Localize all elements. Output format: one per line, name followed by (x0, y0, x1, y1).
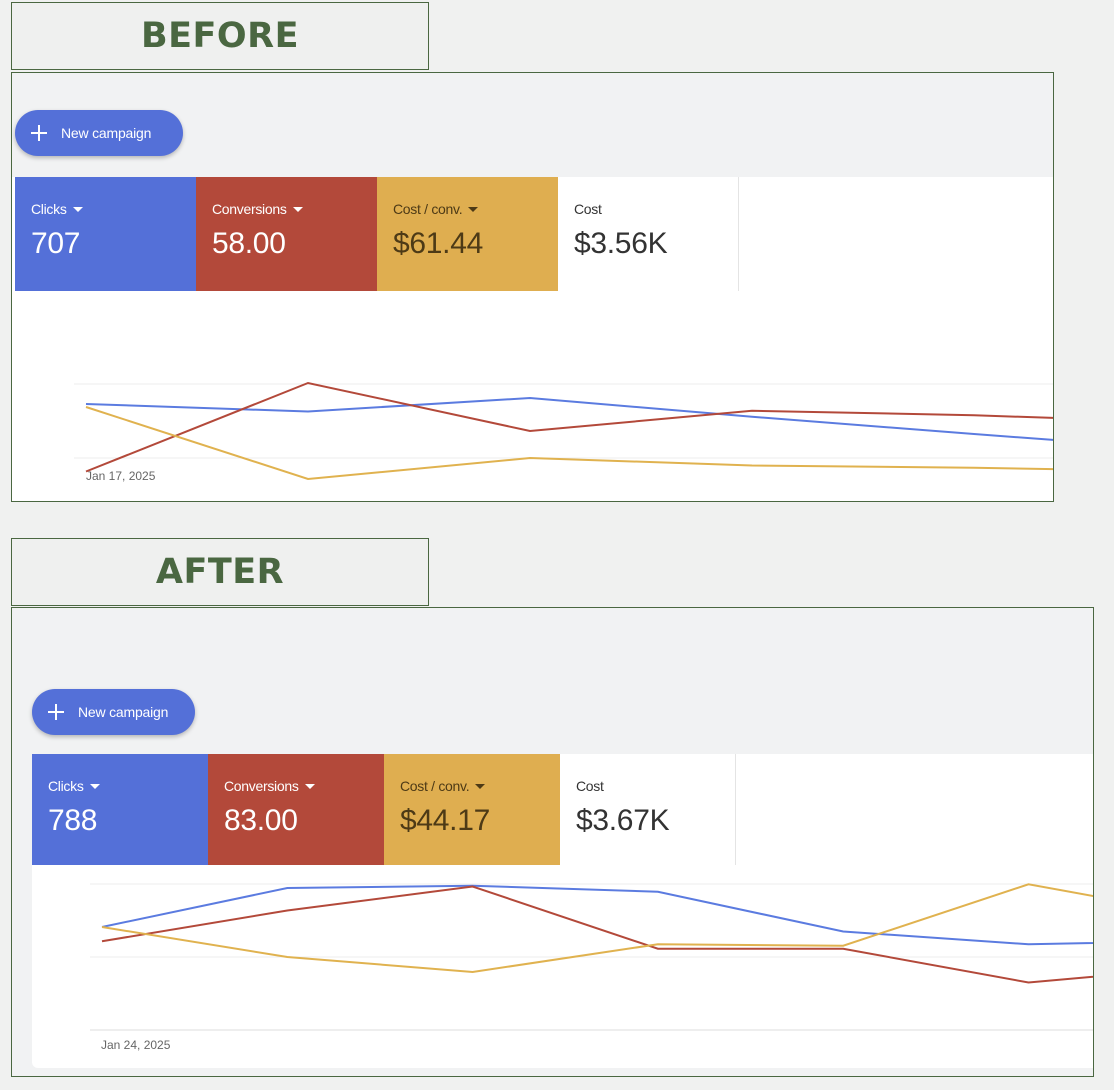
line-chart (74, 381, 1053, 481)
metric-conversions-dropdown[interactable]: Conversions (224, 778, 384, 794)
series-line-0 (85, 396, 1053, 441)
metric-cost-label-row: Cost (576, 778, 735, 794)
metric-cost-per-conv[interactable]: Cost / conv. $61.44 (377, 177, 558, 291)
metric-cost-per-conv-dropdown[interactable]: Cost / conv. (400, 778, 560, 794)
metric-value: $3.67K (576, 804, 670, 837)
metric-value: $61.44 (393, 227, 483, 260)
before-heading: BEFORE (140, 16, 300, 56)
metric-cost[interactable]: Cost $3.56K (558, 177, 739, 291)
metric-clicks-dropdown[interactable]: Clicks (48, 778, 208, 794)
metric-cost-label-row: Cost (574, 201, 738, 217)
new-campaign-label: New campaign (61, 125, 152, 141)
metric-value: $44.17 (400, 804, 490, 837)
metrics-bar: Clicks 788 Conversions 83.00 Cost / conv… (32, 754, 736, 865)
metric-value: 788 (48, 804, 98, 837)
caret-down-icon (475, 783, 486, 789)
metric-value: 58.00 (212, 227, 286, 260)
metric-clicks[interactable]: Clicks 707 (15, 177, 196, 291)
metric-value: 83.00 (224, 804, 298, 837)
metric-value: 707 (31, 227, 81, 260)
caret-down-icon (468, 206, 479, 212)
metric-label: Cost / conv. (393, 201, 463, 217)
metric-label: Cost (576, 778, 604, 794)
new-campaign-label: New campaign (78, 704, 169, 720)
caret-down-icon (292, 206, 303, 212)
metric-label: Clicks (31, 201, 67, 217)
before-panel: New campaign Jan 17, 2025 Clicks 707 Con… (11, 72, 1054, 502)
series-line-2 (85, 406, 1053, 481)
metric-value: $3.56K (574, 227, 668, 260)
series-line-1 (85, 381, 1053, 473)
series-line-2 (101, 883, 1093, 974)
metric-label: Conversions (212, 201, 287, 217)
metric-clicks-dropdown[interactable]: Clicks (31, 201, 196, 217)
line-chart (90, 883, 1093, 1031)
metrics-bar: Clicks 707 Conversions 58.00 Cost / conv… (15, 177, 739, 291)
metric-clicks[interactable]: Clicks 788 (32, 754, 208, 865)
before-heading-box: BEFORE (11, 2, 429, 70)
metric-conversions-dropdown[interactable]: Conversions (212, 201, 377, 217)
new-campaign-button[interactable]: New campaign (32, 689, 195, 735)
metric-cost[interactable]: Cost $3.67K (560, 754, 736, 865)
metric-cost-per-conv[interactable]: Cost / conv. $44.17 (384, 754, 560, 865)
caret-down-icon (72, 206, 83, 212)
metric-label: Clicks (48, 778, 84, 794)
metric-conversions[interactable]: Conversions 58.00 (196, 177, 377, 291)
new-campaign-button[interactable]: New campaign (15, 110, 183, 156)
series-line-0 (101, 884, 1093, 946)
chart-date-label: Jan 17, 2025 (86, 469, 156, 483)
metric-label: Conversions (224, 778, 299, 794)
caret-down-icon (89, 783, 100, 789)
series-line-1 (101, 885, 1093, 984)
plus-icon (31, 125, 47, 141)
chart-date-label: Jan 24, 2025 (101, 1038, 171, 1052)
after-heading-box: AFTER (11, 538, 429, 606)
metric-label: Cost / conv. (400, 778, 470, 794)
metric-conversions[interactable]: Conversions 83.00 (208, 754, 384, 865)
plus-icon (48, 704, 64, 720)
metric-cost-per-conv-dropdown[interactable]: Cost / conv. (393, 201, 558, 217)
after-panel: New campaign Jan 24, 2025 Clicks 788 Con… (11, 607, 1094, 1077)
caret-down-icon (304, 783, 315, 789)
after-heading: AFTER (155, 552, 285, 592)
metric-label: Cost (574, 201, 602, 217)
